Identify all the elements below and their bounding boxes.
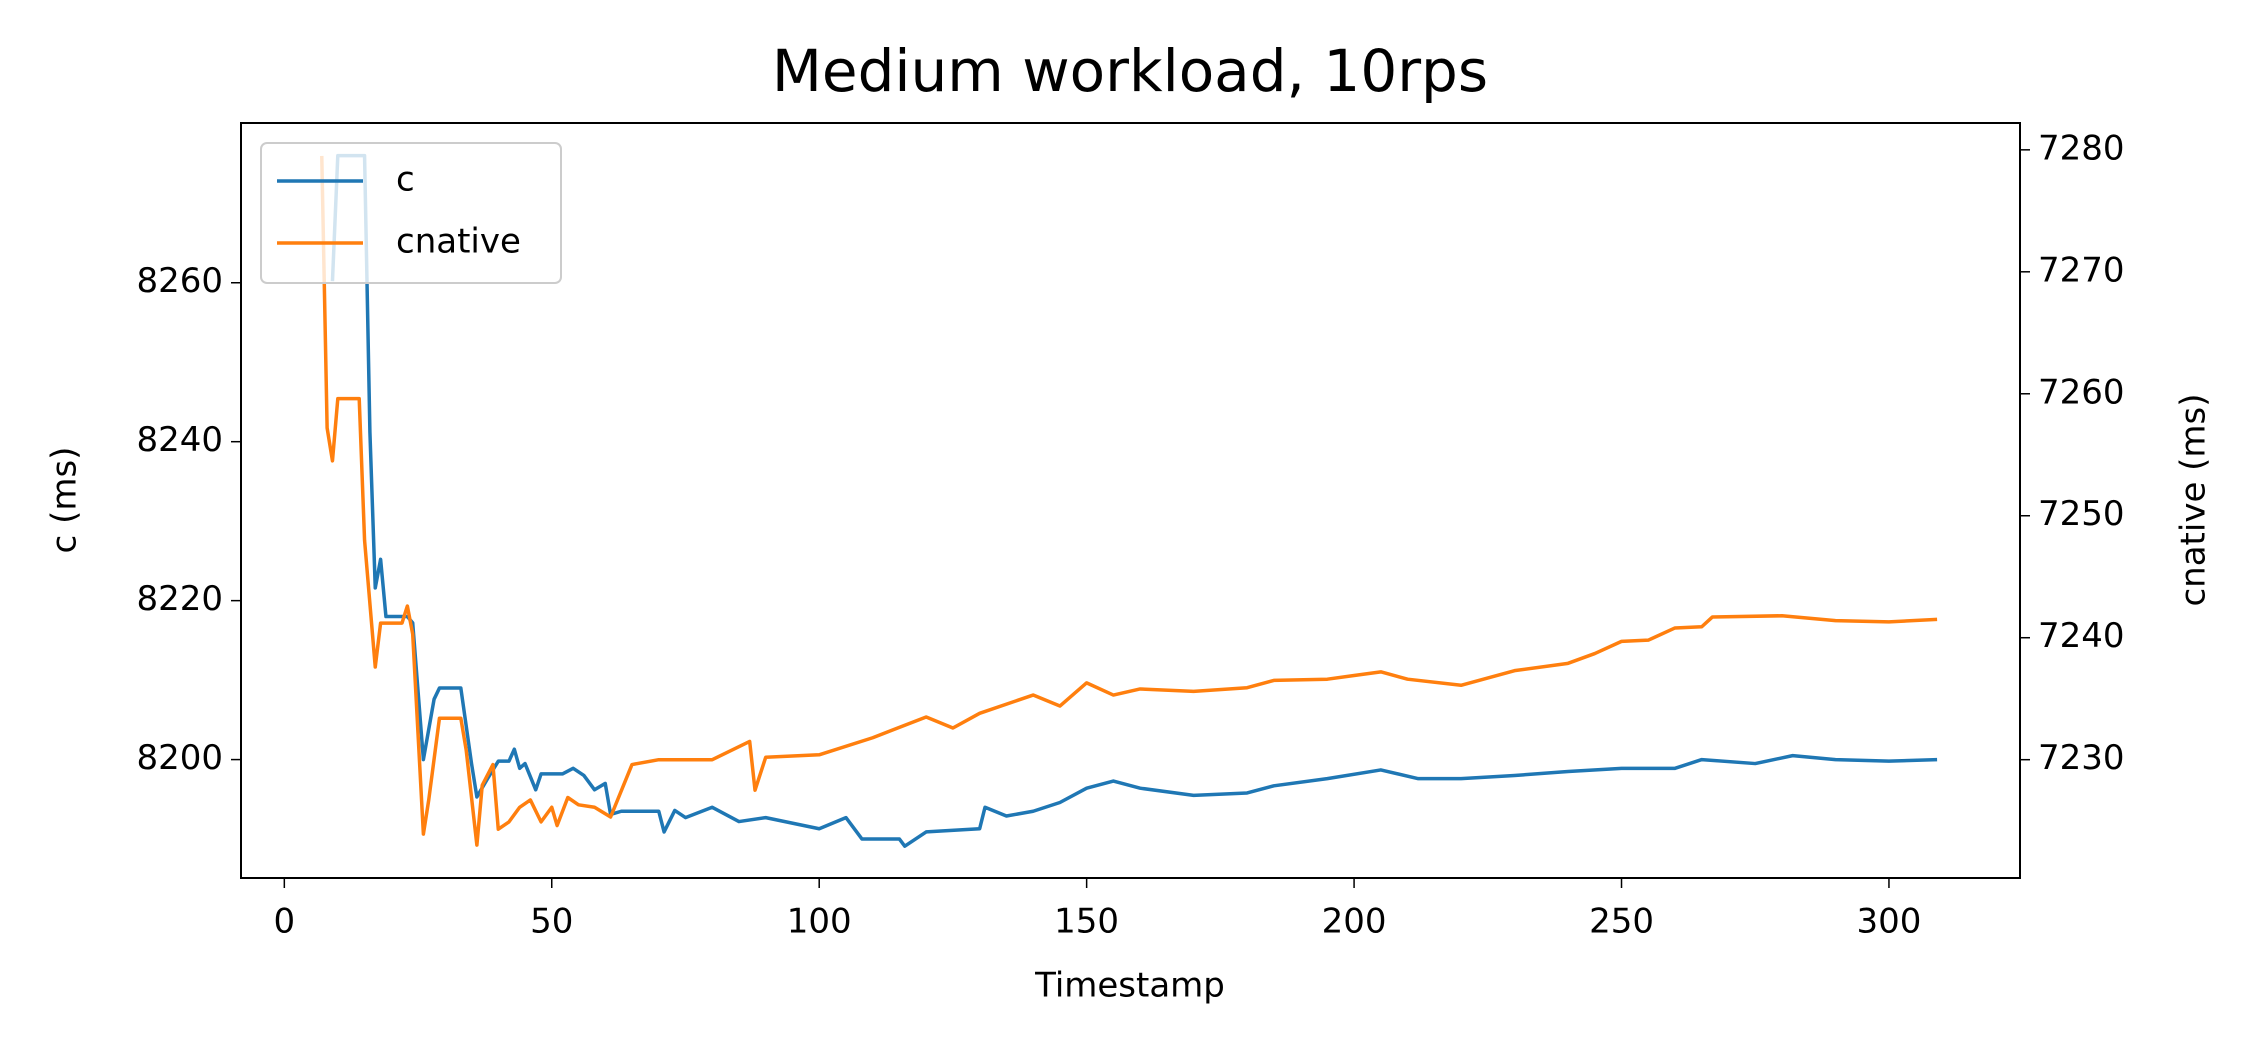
y2-tick-label: 7280: [2038, 128, 2125, 168]
legend-box: [260, 142, 562, 284]
y-tick-label: 8240: [136, 420, 223, 460]
y-tick-label: 8220: [136, 579, 223, 619]
y2-axis-label: cnative (ms): [2174, 393, 2214, 606]
chart-title: Medium workload, 10rps: [772, 37, 1488, 105]
x-axis-label: Timestamp: [1034, 966, 1225, 1006]
x-tick-label: 300: [1857, 902, 1922, 942]
x-tick-label: 50: [530, 902, 573, 942]
x-tick-label: 200: [1322, 902, 1387, 942]
legend-label: cnative: [396, 222, 521, 262]
legend: c cnative: [260, 142, 562, 284]
legend-label: c: [396, 160, 415, 200]
y2-tick-label: 7270: [2038, 250, 2125, 290]
y2-tick-label: 7240: [2038, 616, 2125, 656]
y-tick-label: 8200: [136, 738, 223, 778]
x-tick-label: 250: [1589, 902, 1654, 942]
y2-tick-label: 7260: [2038, 372, 2125, 412]
x-tick-label: 150: [1054, 902, 1119, 942]
y2-tick-label: 7230: [2038, 738, 2125, 778]
x-tick-label: 100: [787, 902, 852, 942]
x-tick-label: 0: [274, 902, 296, 942]
y-axis-label: c (ms): [45, 447, 85, 554]
series-line: [320, 155, 1938, 847]
y2-tick-label: 7250: [2038, 494, 2125, 534]
series-line: [330, 153, 1938, 848]
plot-frame: [240, 122, 2021, 879]
y-tick-label: 8260: [136, 261, 223, 301]
